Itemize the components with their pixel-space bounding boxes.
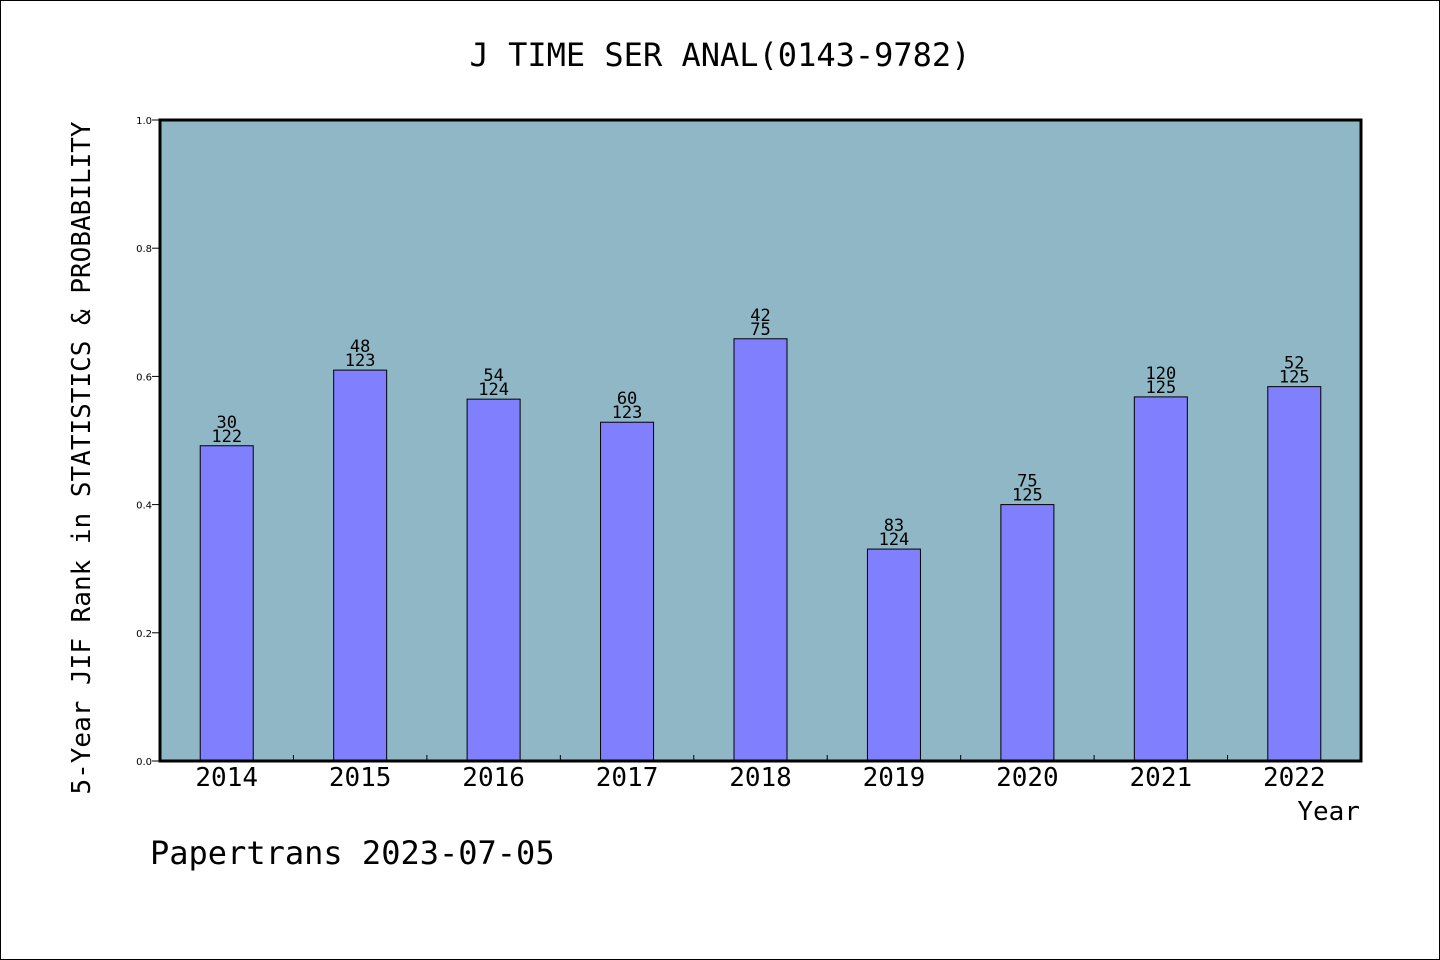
bar-total-label: 125	[1279, 368, 1310, 388]
bar-total-label: 124	[879, 530, 910, 550]
x-tick-label: 2021	[1130, 763, 1193, 793]
bar-rank-label: 75	[1017, 472, 1037, 492]
y-tick-label: 0.0	[136, 757, 152, 768]
bar-rank-label: 120	[1145, 364, 1176, 384]
y-tick-label: 0.4	[136, 501, 152, 512]
bar-total-label: 75	[750, 320, 770, 340]
bar-total-label: 125	[1145, 378, 1176, 398]
x-tick-label: 2020	[996, 763, 1059, 793]
x-tick-label: 2015	[329, 763, 392, 793]
y-tick-label: 0.2	[136, 629, 152, 640]
x-tick-label: 2018	[729, 763, 792, 793]
bar-total-label: 125	[1012, 486, 1043, 506]
bar-series	[199, 338, 1322, 762]
bar-2016	[466, 398, 521, 762]
x-axis-label: Year	[1297, 797, 1360, 827]
bar-rank-label: 54	[483, 366, 503, 386]
x-tick-label: 2019	[863, 763, 926, 793]
bar-rank-label: 48	[350, 337, 370, 357]
bar-2020	[1000, 504, 1055, 762]
x-tick-label: 2017	[596, 763, 659, 793]
bar-total-label: 123	[612, 403, 643, 423]
bar-2019	[866, 548, 921, 762]
footer-text: Papertrans 2023-07-05	[150, 834, 555, 872]
y-axis-label: 5-Year JIF Rank in STATISTICS & PROBABIL…	[67, 121, 97, 794]
x-tick-label: 2014	[195, 763, 258, 793]
y-tick-label: 1.0	[136, 116, 152, 127]
x-tick-label: 2016	[462, 763, 525, 793]
y-tick-label: 0.8	[136, 244, 152, 255]
bar-2015	[333, 369, 388, 762]
bar-total-label: 122	[211, 427, 242, 447]
bar-total-label: 124	[478, 380, 509, 400]
chart-title: J TIME SER ANAL(0143-9782)	[470, 36, 971, 74]
y-tick-label: 0.6	[136, 372, 152, 383]
bar-2022	[1267, 386, 1322, 762]
bar-2021	[1133, 396, 1188, 762]
bar-2014	[199, 445, 254, 762]
x-tick-label: 2022	[1263, 763, 1326, 793]
bar-rank-label: 60	[617, 389, 637, 409]
bar-rank-label: 52	[1284, 354, 1304, 374]
y-axis: 0.0 0.2 0.4 0.6 0.8 1.0	[136, 116, 160, 768]
bar-total-label: 123	[345, 351, 376, 371]
bar-rank-label: 42	[750, 306, 770, 326]
bar-rank-label: 30	[216, 413, 236, 433]
plot-border	[158, 118, 1363, 763]
bar-rank-label: 83	[884, 516, 904, 536]
x-axis: 2014 2015 2016 2017 2018 2019 2020 2021 2022	[195, 755, 1326, 793]
bar-2018	[733, 338, 788, 762]
bar-2017	[600, 421, 655, 762]
